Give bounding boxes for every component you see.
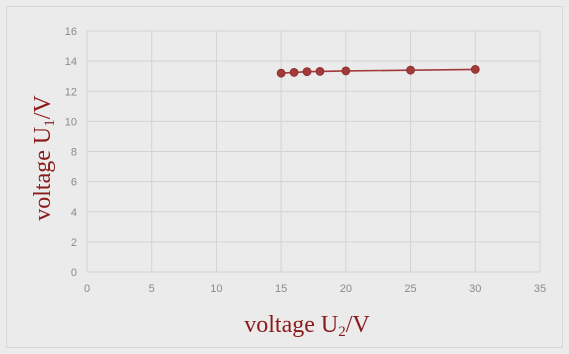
x-tick-label: 25 [404,283,416,295]
series-layer [276,65,480,78]
x-axis-title-prefix: voltage U [244,312,338,338]
x-tick-label: 30 [469,283,481,295]
y-tick-label: 2 [71,237,77,249]
y-tick-label: 4 [71,207,77,219]
y-tick-label: 6 [71,177,77,189]
x-tick-label: 15 [275,283,287,295]
x-tick-label: 35 [534,283,546,295]
y-axis-title-subscript: 1 [42,119,58,127]
data-point [406,65,415,75]
data-point [315,66,325,76]
x-axis-title: voltage U2/V [244,312,370,340]
x-axis-ticks: 0 5 10 15 20 25 30 35 [84,283,546,295]
y-tick-label: 14 [65,56,77,68]
y-axis-title: voltage U1/V [30,95,58,221]
data-point [470,65,480,74]
x-tick-label: 5 [149,283,155,295]
chart-frame [6,6,563,348]
data-point [341,66,351,76]
y-axis-title-suffix: /V [30,95,56,120]
grid [86,30,541,273]
x-axis-title-suffix: /V [346,312,371,338]
x-tick-label: 10 [210,283,222,295]
data-point [289,68,299,77]
y-axis-ticks: 0 2 4 6 8 10 12 14 16 [65,26,77,279]
y-axis-title-prefix: voltage U [30,127,56,221]
y-tick-label: 10 [65,116,77,128]
y-tick-label: 8 [71,147,77,159]
x-axis-title-subscript: 2 [338,324,346,340]
y-tick-label: 12 [65,86,77,98]
y-tick-label: 0 [71,267,77,279]
y-tick-label: 16 [65,26,77,38]
x-tick-label: 20 [340,283,352,295]
data-point [276,68,286,78]
x-tick-label: 0 [84,283,90,295]
data-point [302,67,312,77]
